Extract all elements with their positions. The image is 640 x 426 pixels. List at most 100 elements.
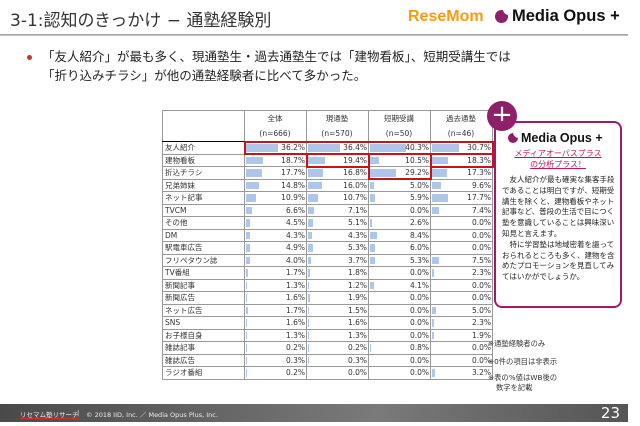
value-bar xyxy=(432,369,435,377)
summary-line-1: 「友人紹介」が最も多く、現通塾生・過去通塾生では「建物看板」、短期受講生では xyxy=(42,49,511,64)
value-text: 4.5% xyxy=(285,218,305,228)
value-text: 6.6% xyxy=(285,205,305,215)
value-text: 1.7% xyxy=(285,268,305,278)
value-cell: 3.7% xyxy=(306,253,369,267)
table-row: 新聞広告 1.6% 1.9% 0.0% 0.0% xyxy=(162,291,493,305)
row-label: 新聞記事 xyxy=(162,278,245,292)
value-text: 4.0% xyxy=(285,255,305,265)
value-text: 1.9% xyxy=(471,330,491,340)
value-bar xyxy=(246,319,247,327)
value-bar xyxy=(432,306,436,314)
value-bar xyxy=(308,194,318,202)
value-text: 0.0% xyxy=(409,305,429,315)
value-bar xyxy=(246,331,247,339)
summary-bullet: 「友人紹介」が最も多く、現通塾生・過去通塾生では「建物看板」、短期受講生では 「… xyxy=(27,47,622,85)
value-text: 36.4% xyxy=(343,143,367,153)
value-cell: 1.3% xyxy=(244,278,307,292)
value-text: 3.2% xyxy=(471,368,491,378)
table-row: 雑誌広告 0.3% 0.3% 0.0% 0.0% xyxy=(162,353,493,367)
value-cell: 5.1% xyxy=(306,216,369,230)
value-text: 7.1% xyxy=(347,205,367,215)
value-cell: 1.7% xyxy=(244,266,307,280)
value-bar xyxy=(308,219,313,227)
value-cell: 5.9% xyxy=(368,191,431,205)
value-text: 19.4% xyxy=(343,155,367,165)
column-header-past: 過去通塾 xyxy=(430,110,493,126)
value-bar xyxy=(308,231,312,239)
value-bar xyxy=(370,281,374,289)
value-text: 0.0% xyxy=(471,343,491,353)
value-cell: 7.4% xyxy=(430,203,493,217)
value-text: 10.9% xyxy=(281,193,305,203)
value-text: 0.0% xyxy=(471,355,491,365)
analysis-paragraph-2: 特に学習塾は地域密着を謳っておられるところも多く、建物を含めたプロモーションを見… xyxy=(502,239,615,282)
value-text: 36.2% xyxy=(281,143,305,153)
value-bar xyxy=(308,169,323,177)
value-text: 3.7% xyxy=(347,255,367,265)
value-cell: 7.1% xyxy=(306,203,369,217)
value-cell: 0.2% xyxy=(306,341,369,355)
row-label: DM xyxy=(162,228,245,242)
page-title: 3-1:認知のきっかけ − 通塾経験別 xyxy=(10,11,272,31)
header-blank-cell xyxy=(162,110,245,142)
row-label: ネット記事 xyxy=(162,191,245,205)
value-bar xyxy=(432,181,441,189)
table-row: 新聞記事 1.3% 1.2% 4.1% 0.0% xyxy=(162,278,493,292)
value-bar xyxy=(308,294,310,302)
value-text: 0.0% xyxy=(471,280,491,290)
value-cell: 1.6% xyxy=(244,316,307,330)
value-cell: 2.3% xyxy=(430,316,493,330)
bullet-dot-icon xyxy=(27,55,32,60)
table-row: SNS 1.6% 1.6% 0.0% 2.3% xyxy=(162,316,493,330)
value-cell: 7.5% xyxy=(430,253,493,267)
value-cell: 0.2% xyxy=(244,366,307,380)
value-bar xyxy=(308,181,322,189)
value-text: 0.0% xyxy=(409,293,429,303)
table-row: 駅電車広告 4.9% 5.3% 6.0% 0.0% xyxy=(162,241,493,255)
row-label: フリペタウン誌 xyxy=(162,253,245,267)
table-row: ラジオ番組 0.2% 0.0% 0.0% 3.2% xyxy=(162,366,493,380)
data-table: 全体 現通塾 短期受講 過去通塾 (n=666) (n=570) (n=50) … xyxy=(162,110,493,380)
row-label: ラジオ番組 xyxy=(162,366,245,380)
value-text: 7.4% xyxy=(471,205,491,215)
value-bar xyxy=(370,169,396,177)
row-label: SNS xyxy=(162,316,245,330)
value-text: 9.6% xyxy=(471,180,491,190)
value-bar xyxy=(246,231,250,239)
value-text: 16.0% xyxy=(343,180,367,190)
column-n-total: (n=666) xyxy=(244,126,307,142)
value-bar xyxy=(432,269,434,277)
row-label: その他 xyxy=(162,216,245,230)
value-cell: 0.3% xyxy=(306,353,369,367)
column-header-total: 全体 xyxy=(244,110,307,126)
value-cell: 18.7% xyxy=(244,153,307,167)
value-cell: 0.0% xyxy=(430,241,493,255)
row-label: TVCM xyxy=(162,203,245,217)
value-bar xyxy=(370,156,379,164)
value-text: 0.2% xyxy=(285,368,305,378)
table-row: 建物看板 18.7% 19.4% 10.5% 18.3% xyxy=(162,153,493,167)
row-label: 雑誌記事 xyxy=(162,341,245,355)
value-bar xyxy=(246,281,247,289)
row-label: 建物看板 xyxy=(162,153,245,167)
highlight-building-sign-current xyxy=(305,153,370,168)
value-text: 17.7% xyxy=(281,168,305,178)
resemom-logo-text: ReseMom xyxy=(408,8,484,25)
value-bar xyxy=(246,306,248,314)
value-bar xyxy=(246,156,263,164)
table-row: その他 4.5% 5.1% 2.6% 0.0% xyxy=(162,216,493,230)
value-bar xyxy=(308,256,311,264)
value-text: 0.0% xyxy=(409,268,429,278)
value-text: 10.5% xyxy=(405,155,429,165)
value-bar xyxy=(370,231,377,239)
value-bar xyxy=(246,344,247,352)
value-cell: 16.8% xyxy=(306,166,369,180)
value-text: 4.3% xyxy=(347,230,367,240)
value-bar xyxy=(308,269,310,277)
value-bar xyxy=(308,144,340,152)
value-cell: 0.0% xyxy=(430,291,493,305)
value-text: 29.2% xyxy=(405,168,429,178)
value-cell: 3.2% xyxy=(430,366,493,380)
table-row: ネット記事 10.9% 10.7% 5.9% 17.7% xyxy=(162,191,493,205)
value-bar xyxy=(308,331,309,339)
